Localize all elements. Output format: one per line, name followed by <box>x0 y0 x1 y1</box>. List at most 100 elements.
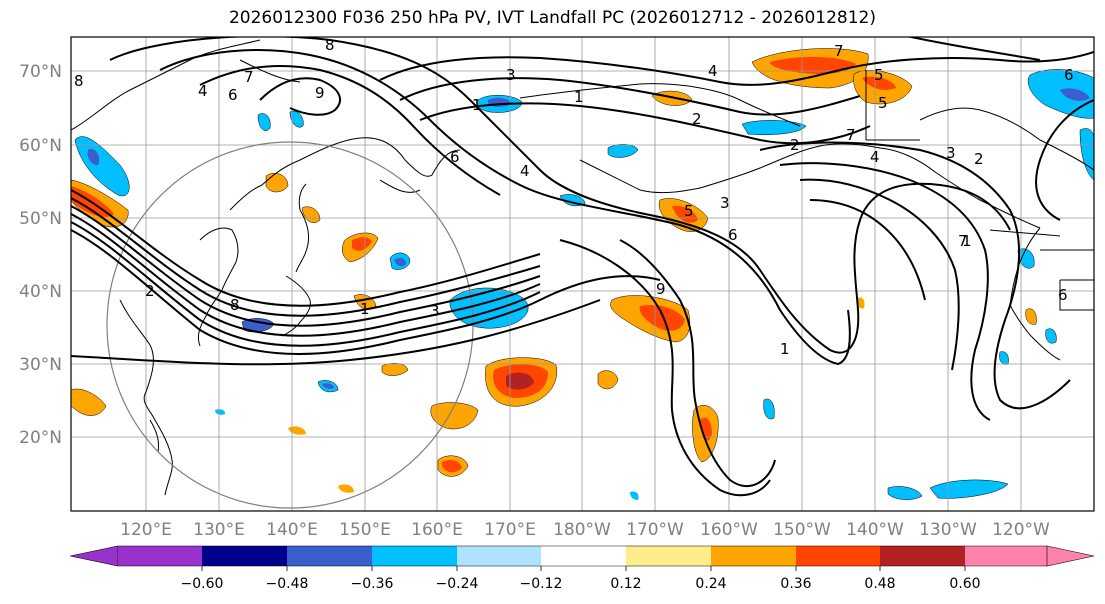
contour-label: 6 <box>1058 286 1068 304</box>
lat-label: 20°N <box>19 428 62 448</box>
anomaly-positive <box>672 205 698 223</box>
anomaly-negative <box>887 486 923 500</box>
anomaly-negative <box>763 398 775 420</box>
contour-label: 4 <box>520 162 530 180</box>
contour-label: 2 <box>790 136 800 154</box>
contour-label: 2 <box>692 110 702 128</box>
contour-label: 7 <box>846 126 856 144</box>
contour-label: 6 <box>228 86 238 104</box>
contour-label: 6 <box>450 148 460 166</box>
contour-label: 7 <box>244 68 254 86</box>
colorbar-tick-label: −0.12 <box>520 576 563 592</box>
anomaly-negative <box>1060 88 1090 101</box>
anomaly-positive <box>430 402 479 430</box>
colorbar-segment <box>372 546 457 566</box>
colorbar-segment <box>457 546 541 566</box>
contour-label: 1 <box>962 232 972 250</box>
colorbar-tick-label: 0.60 <box>949 576 980 592</box>
contour-label: 4 <box>198 82 208 100</box>
anomaly-positive <box>770 56 856 74</box>
anomaly-negative <box>87 148 100 166</box>
lon-label: 120°W <box>992 520 1050 540</box>
lon-label: 180°W <box>553 520 611 540</box>
anomaly-positive <box>506 372 534 390</box>
lon-label: 120°E <box>120 520 172 540</box>
longitude-labels: 120°E 130°E 140°E 150°E 160°E 170°E 180°… <box>120 520 1050 540</box>
colorbar-extend-high <box>1046 545 1095 567</box>
contour-label: 5 <box>684 202 694 220</box>
colorbar-segment <box>287 546 372 566</box>
anomaly-negative <box>630 491 639 500</box>
contour-label: 5 <box>874 66 884 84</box>
colorbar-segment <box>202 546 287 566</box>
lon-label: 170°E <box>484 520 536 540</box>
contour-label: 7 <box>834 42 844 60</box>
colorbar-tick-label: −0.36 <box>351 576 394 592</box>
colorbar-tick-label: 0.12 <box>610 576 641 592</box>
colorbar-segment <box>626 546 711 566</box>
lat-label: 70°N <box>19 62 62 82</box>
contour-label: 2 <box>145 282 155 300</box>
graticule <box>71 37 1094 511</box>
contour-label: 1 <box>360 300 370 318</box>
colorbar-segment <box>711 546 796 566</box>
contour-label: 1 <box>780 340 790 358</box>
contour-label: 6 <box>1064 66 1074 84</box>
anomaly-positive <box>1025 308 1037 325</box>
colorbar-tick-label: −0.48 <box>266 576 309 592</box>
contour-label: 3 <box>946 144 956 162</box>
colorbar-tick-label: −0.24 <box>436 576 479 592</box>
colorbar-segment <box>118 546 202 566</box>
anomaly-positive <box>71 388 107 416</box>
anomaly-shading <box>71 48 1094 500</box>
contour-label: 5 <box>878 94 888 112</box>
colorbar-tick-label: −0.60 <box>181 576 224 592</box>
contour-label: 4 <box>708 62 718 80</box>
contour-label: 1 <box>574 88 584 106</box>
colorbar: −0.60 −0.48 −0.36 −0.24 −0.12 0.12 0.24 … <box>69 545 1095 592</box>
map-title: 2026012300 F036 250 hPa PV, IVT Landfall… <box>228 8 876 28</box>
lat-label: 40°N <box>19 282 62 302</box>
lon-label: 170°W <box>626 520 684 540</box>
lat-label: 30°N <box>19 355 62 375</box>
colorbar-tick-label: 0.24 <box>695 576 726 592</box>
contour-label: 2 <box>974 150 984 168</box>
colorbar-segment <box>796 546 880 566</box>
anomaly-positive <box>597 370 619 390</box>
contour-label: 1 <box>472 96 482 114</box>
colorbar-segment <box>880 546 965 566</box>
anomaly-negative <box>741 120 807 135</box>
plot-area <box>71 37 1094 511</box>
reference-circle <box>106 141 474 509</box>
anomaly-negative <box>1045 328 1057 344</box>
lon-label: 130°W <box>919 520 977 540</box>
colorbar-segment <box>965 546 1047 566</box>
anomaly-positive <box>857 297 865 309</box>
coastlines <box>71 39 1094 496</box>
contour-label: 3 <box>430 302 440 320</box>
anomaly-positive <box>265 173 289 193</box>
contour-label: 9 <box>656 280 666 298</box>
contours <box>71 37 1094 497</box>
contour-label: 3 <box>720 194 730 212</box>
colorbar-tick-label: 0.48 <box>864 576 895 592</box>
contour-label: 8 <box>325 36 335 54</box>
anomaly-negative <box>929 479 1009 499</box>
contour-label: 6 <box>728 226 738 244</box>
plot-frame <box>70 36 1095 512</box>
anomaly-positive <box>301 206 321 223</box>
anomaly-positive <box>639 304 685 331</box>
anomaly-positive <box>288 426 306 435</box>
contour-label: 8 <box>74 72 84 90</box>
colorbar-extend-low <box>69 545 119 567</box>
lon-label: 140°E <box>266 520 318 540</box>
anomaly-negative <box>322 383 334 389</box>
lon-label: 150°E <box>339 520 391 540</box>
anomaly-positive <box>442 460 462 473</box>
lon-label: 150°W <box>773 520 831 540</box>
colorbar-segment <box>541 546 626 566</box>
lat-label: 60°N <box>19 136 62 156</box>
anomaly-positive <box>862 76 896 90</box>
contour-label: 3 <box>506 66 516 84</box>
